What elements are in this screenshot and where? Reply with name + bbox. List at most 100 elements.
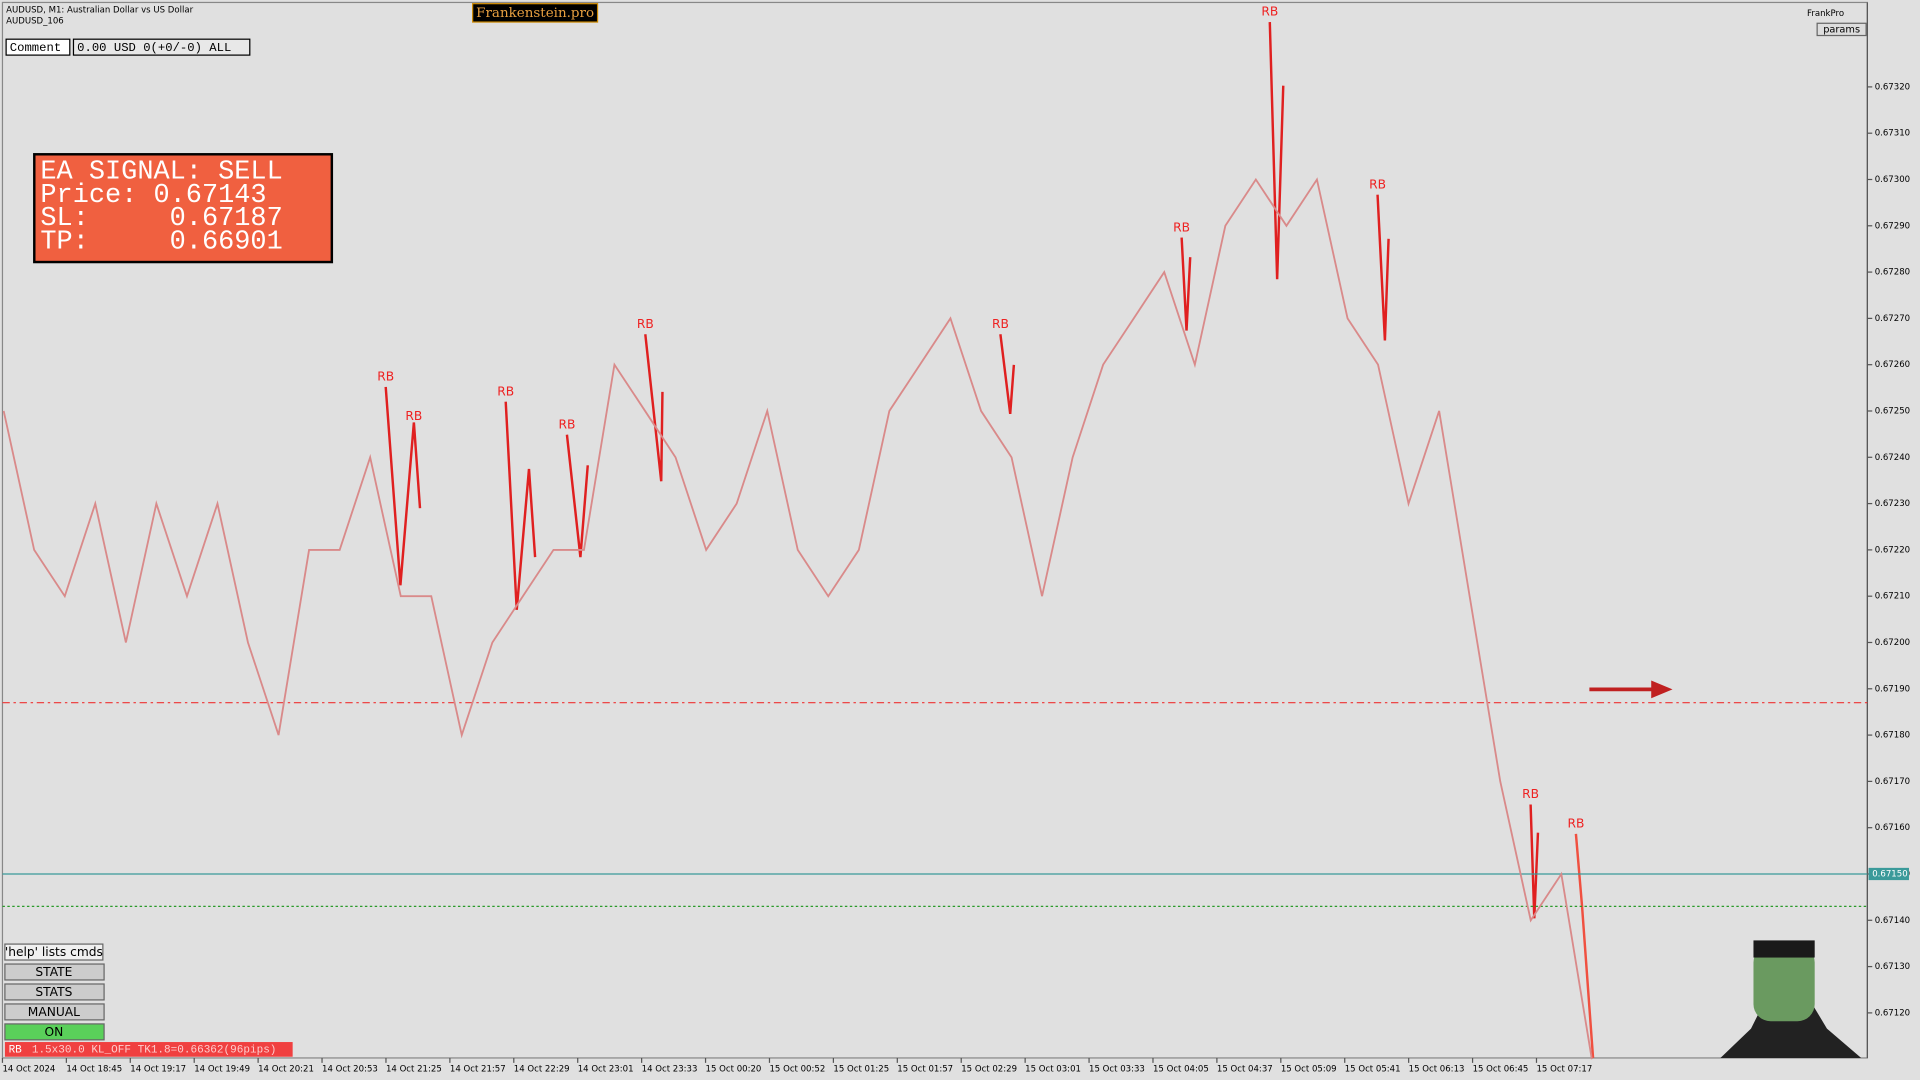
x-tick-label: 14 Oct 18:45 xyxy=(66,1064,122,1074)
comment-label-box xyxy=(5,38,71,56)
params-btn[interactable] xyxy=(1816,22,1867,37)
zigzag xyxy=(384,386,422,586)
y-tick-label: 0.67260 xyxy=(1875,360,1910,370)
button[interactable] xyxy=(4,1003,105,1021)
button[interactable] xyxy=(4,963,105,981)
x-tick-label: 15 Oct 05:09 xyxy=(1281,1064,1337,1074)
signal-sl: SL: 0.67187 xyxy=(40,204,282,234)
signal-tp: TP: 0.66901 xyxy=(40,227,282,257)
x-tick-label: 15 Oct 06:45 xyxy=(1473,1064,1529,1074)
y-tick-label: 0.67310 xyxy=(1875,129,1910,139)
comment-value: 0.00 USD 0(+0/-0) ALL xyxy=(77,41,231,55)
y-tick-label: 0.67190 xyxy=(1875,684,1910,694)
level-tag xyxy=(1868,867,1909,881)
zigzag xyxy=(1529,804,1540,919)
x-tick-label: 14 Oct 2024 xyxy=(2,1064,55,1074)
button[interactable] xyxy=(4,1023,105,1041)
button[interactable] xyxy=(4,943,104,961)
zigzag xyxy=(1376,194,1390,341)
sell-arrow xyxy=(1589,680,1673,699)
avatar-hair xyxy=(1753,940,1815,958)
x-tick-label: 14 Oct 20:21 xyxy=(258,1064,314,1074)
x-tick-label: 14 Oct 19:49 xyxy=(194,1064,250,1074)
rb-label: RB xyxy=(1261,5,1278,19)
x-tick-label: 14 Oct 20:53 xyxy=(322,1064,378,1074)
x-tick-label: 15 Oct 01:57 xyxy=(897,1064,953,1074)
zigzag xyxy=(999,334,1016,415)
level-label: 0.67150 xyxy=(1872,869,1907,879)
y-tick-label: 0.67160 xyxy=(1875,823,1910,833)
rb-label: RB xyxy=(405,409,422,423)
y-tick-label: 0.67140 xyxy=(1875,916,1910,926)
brand-box xyxy=(472,3,599,23)
y-tick-label: 0.67250 xyxy=(1875,406,1910,416)
comment-box xyxy=(72,38,251,56)
y-tick-label: 0.67170 xyxy=(1875,777,1910,787)
x-tick-label: 15 Oct 03:33 xyxy=(1089,1064,1145,1074)
y-tick-label: 0.67200 xyxy=(1875,638,1910,648)
avatar xyxy=(1720,940,1862,1058)
rb-label: RB xyxy=(558,417,575,431)
y-tick-label: 0.67270 xyxy=(1875,314,1910,324)
status-text: 1.5x30.0 KL_OFF TK1.8=0.66362(96pips) xyxy=(32,1044,277,1056)
comment-label: Comment xyxy=(10,41,61,55)
y-tick-label: 0.67220 xyxy=(1875,545,1910,555)
x-tick-label: 14 Oct 22:29 xyxy=(514,1064,570,1074)
signal-box xyxy=(33,153,334,264)
x-tick-label: 15 Oct 00:52 xyxy=(769,1064,825,1074)
x-tick-label: 15 Oct 07:17 xyxy=(1536,1064,1592,1074)
rb-label: RB xyxy=(1173,220,1190,234)
button-label[interactable]: STATE xyxy=(35,965,72,979)
params[interactable]: params xyxy=(1823,24,1860,35)
x-tick-label: 14 Oct 23:33 xyxy=(642,1064,698,1074)
button-label[interactable]: MANUAL xyxy=(28,1005,80,1019)
y-tick-label: 0.67300 xyxy=(1875,175,1910,185)
x-tick-label: 15 Oct 05:41 xyxy=(1345,1064,1401,1074)
rb-label: RB xyxy=(992,317,1009,331)
x-tick-label: 15 Oct 00:20 xyxy=(706,1064,762,1074)
button[interactable] xyxy=(4,983,105,1001)
zigzag xyxy=(1268,22,1285,280)
signal-title: EA SIGNAL: SELL xyxy=(40,158,282,188)
button-label[interactable]: 'help' lists cmds xyxy=(5,945,103,959)
y-tick-label: 0.67130 xyxy=(1875,962,1910,972)
y-tick-label: 0.67210 xyxy=(1875,592,1910,602)
x-tick-label: 14 Oct 21:57 xyxy=(450,1064,506,1074)
button-label[interactable]: ON xyxy=(44,1025,63,1039)
x-tick-label: 15 Oct 04:37 xyxy=(1217,1064,1273,1074)
x-tick-label: 14 Oct 21:25 xyxy=(386,1064,442,1074)
symbol: AUDUSD, M1: Australian Dollar vs US Doll… xyxy=(6,5,194,15)
x-tick-label: 14 Oct 19:17 xyxy=(130,1064,186,1074)
y-tick-label: 0.67280 xyxy=(1875,268,1910,278)
status-tag: RB xyxy=(9,1044,23,1056)
price-line xyxy=(2,177,1593,1060)
buttons: 'help' lists cmds STATE STATS MANUAL ON xyxy=(4,943,105,1041)
x-tick-label: 15 Oct 02:29 xyxy=(961,1064,1017,1074)
avatar-body xyxy=(1720,1004,1862,1058)
brand: Frankenstein.pro xyxy=(476,6,594,21)
y-tick-label: 0.67180 xyxy=(1875,731,1910,741)
rb-label: RB xyxy=(377,370,394,384)
zigzag xyxy=(565,434,589,558)
rb-label: RB xyxy=(1522,787,1539,801)
y-tick-label: 0.67290 xyxy=(1875,221,1910,231)
zigzag xyxy=(644,334,664,482)
zigzag xyxy=(504,401,537,610)
x-tick-label: 14 Oct 23:01 xyxy=(578,1064,634,1074)
y-tick-label: 0.67320 xyxy=(1875,82,1910,92)
account: AUDUSD_106 xyxy=(6,16,64,26)
y-tick-label: 0.67230 xyxy=(1875,499,1910,509)
button-label[interactable]: STATS xyxy=(35,985,72,999)
rb-label: RB xyxy=(1369,177,1386,191)
x-tick-label: 15 Oct 01:25 xyxy=(833,1064,889,1074)
y-tick-label: 0.67240 xyxy=(1875,453,1910,463)
avatar-face xyxy=(1753,945,1815,1022)
signal-price: Price: 0.67143 xyxy=(40,181,266,211)
user: FrankPro xyxy=(1807,9,1844,19)
x-tick-label: 15 Oct 06:13 xyxy=(1409,1064,1465,1074)
rb-label: RB xyxy=(637,317,654,331)
status-bar xyxy=(4,1042,293,1057)
rb-label: RB xyxy=(1567,817,1584,831)
